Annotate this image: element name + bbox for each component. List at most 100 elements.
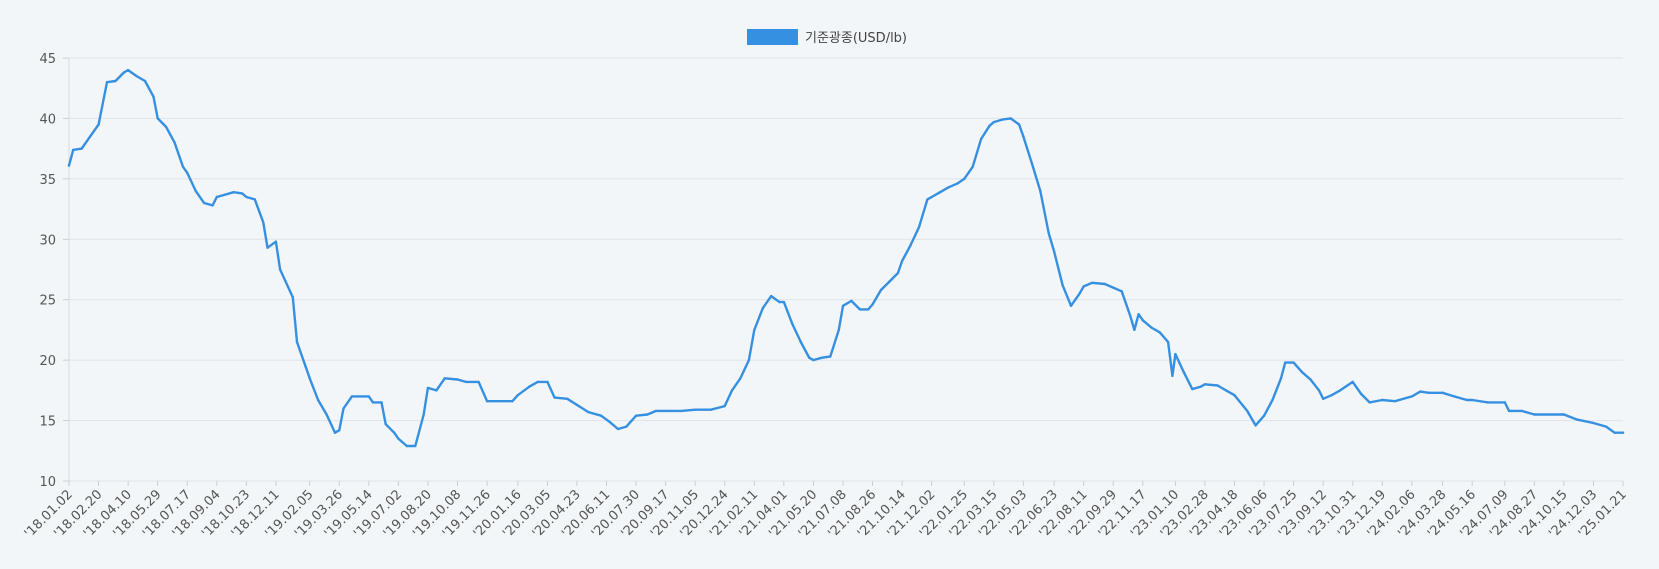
data-point — [1120, 290, 1123, 293]
legend-swatch — [747, 29, 798, 45]
data-point — [1262, 414, 1266, 417]
data-point — [1471, 398, 1474, 402]
data-point — [841, 304, 845, 307]
y-tick-label: 25 — [39, 294, 56, 309]
data-point — [761, 307, 764, 310]
data-point — [1427, 391, 1431, 394]
data-point — [266, 246, 269, 249]
data-point — [1022, 135, 1025, 138]
data-point — [963, 177, 966, 181]
data-point — [1009, 117, 1012, 120]
data-point — [443, 377, 446, 380]
data-point — [308, 377, 311, 380]
data-point — [1486, 401, 1490, 404]
data-point — [1575, 418, 1578, 421]
data-point — [988, 124, 991, 127]
data-point — [1233, 394, 1236, 397]
data-point — [143, 79, 147, 83]
data-point — [753, 328, 756, 332]
data-point — [1246, 409, 1249, 413]
data-point — [1322, 397, 1325, 400]
data-point — [173, 141, 176, 144]
data-point — [1279, 377, 1283, 380]
data-point — [909, 244, 912, 247]
data-point — [566, 397, 569, 400]
data-point — [1562, 413, 1566, 416]
legend[interactable]: 기준광종(USD/lb) — [747, 29, 907, 46]
data-point — [1452, 395, 1456, 398]
data-point — [1368, 401, 1371, 404]
data-point — [1254, 424, 1257, 427]
data-point — [799, 340, 802, 344]
data-point — [295, 340, 299, 344]
y-axis: 10 15 20 25 30 35 40 45 — [39, 52, 70, 490]
data-point — [397, 437, 400, 440]
data-point — [730, 389, 734, 392]
data-point — [739, 377, 742, 380]
data-point — [947, 186, 950, 189]
data-point — [456, 378, 459, 381]
data-point — [778, 300, 781, 304]
data-point — [1300, 371, 1304, 374]
y-tick-label: 10 — [39, 475, 56, 490]
data-point — [536, 380, 539, 384]
data-point — [1393, 400, 1397, 403]
data-point — [215, 195, 218, 199]
data-point — [782, 300, 786, 304]
data-point — [938, 191, 942, 194]
data-point — [422, 413, 425, 416]
data-point — [1166, 340, 1170, 344]
data-point — [829, 355, 832, 358]
data-point — [1592, 421, 1595, 425]
data-point — [1174, 352, 1177, 356]
data-point — [1141, 319, 1145, 322]
data-point — [156, 117, 159, 120]
data-point — [316, 398, 320, 402]
data-point — [1133, 328, 1136, 332]
data-point — [1191, 387, 1194, 391]
data-point — [528, 385, 531, 388]
data-point — [1030, 161, 1034, 165]
y-tick-label: 30 — [39, 233, 56, 248]
data-point — [1441, 391, 1444, 394]
data-point — [1137, 313, 1140, 316]
data-point — [181, 165, 185, 168]
data-point — [1419, 390, 1422, 393]
data-point — [1069, 304, 1073, 307]
grid — [69, 57, 1623, 482]
data-point — [350, 395, 354, 398]
data-point — [1112, 286, 1115, 289]
data-point — [664, 409, 667, 413]
data-point — [575, 403, 579, 407]
data-point — [477, 380, 480, 384]
data-point — [1507, 409, 1511, 413]
data-point — [747, 358, 751, 362]
data-point — [1503, 401, 1507, 404]
data-point — [485, 400, 489, 403]
data-point — [186, 171, 189, 174]
data-point — [608, 420, 611, 423]
data-point — [1410, 395, 1414, 398]
data-point — [1271, 398, 1274, 402]
data-point — [1533, 413, 1536, 416]
data-point — [553, 396, 556, 399]
data-point — [1613, 431, 1616, 434]
data-point — [709, 408, 713, 411]
data-point — [1284, 361, 1287, 364]
data-point — [464, 380, 468, 384]
data-point — [202, 201, 206, 205]
data-point — [333, 431, 337, 434]
data-point — [1381, 398, 1384, 402]
data-point — [1216, 384, 1219, 387]
data-point — [837, 328, 840, 332]
data-point — [1128, 314, 1132, 317]
data-point — [546, 380, 549, 384]
data-point — [634, 414, 638, 417]
data-point — [435, 389, 438, 392]
data-point — [67, 164, 71, 167]
data-point — [654, 409, 658, 413]
data-point — [122, 71, 126, 74]
data-point — [135, 74, 138, 78]
